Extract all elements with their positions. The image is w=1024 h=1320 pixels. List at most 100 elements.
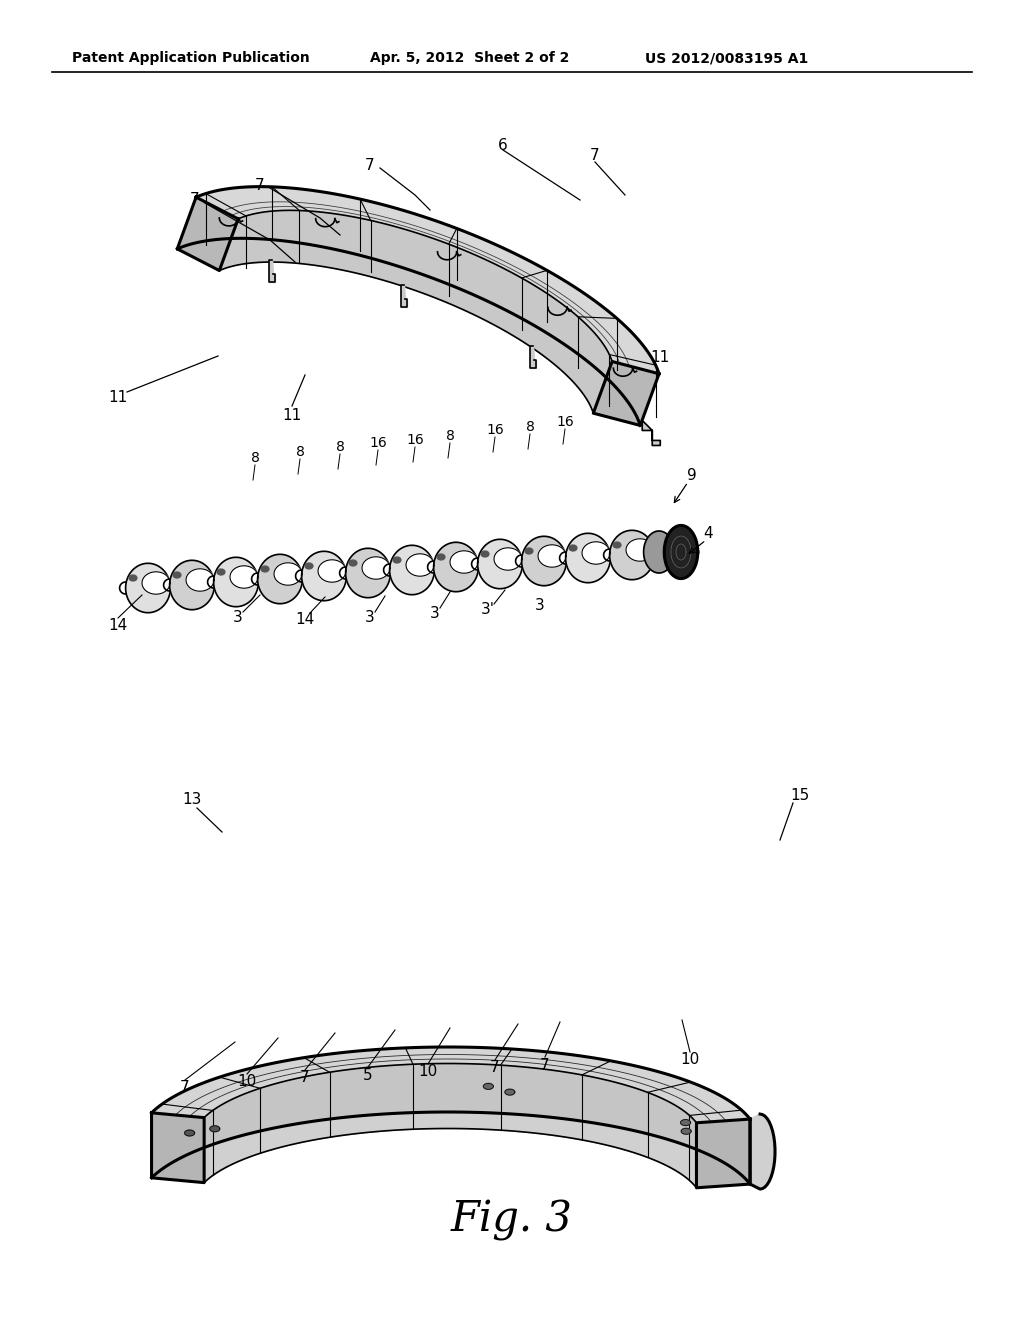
- Text: 5: 5: [364, 1068, 373, 1082]
- Polygon shape: [305, 564, 313, 569]
- Text: 7: 7: [190, 193, 200, 207]
- Polygon shape: [681, 1129, 691, 1134]
- Polygon shape: [389, 545, 434, 595]
- Polygon shape: [505, 1089, 515, 1096]
- Text: 3: 3: [233, 610, 243, 626]
- Polygon shape: [613, 543, 621, 548]
- Polygon shape: [219, 210, 612, 413]
- Text: 3: 3: [366, 610, 375, 626]
- Polygon shape: [696, 1119, 750, 1188]
- Polygon shape: [177, 197, 239, 271]
- Text: 3': 3': [481, 602, 495, 618]
- Text: 16: 16: [556, 414, 573, 429]
- Polygon shape: [177, 186, 659, 425]
- Text: 10: 10: [680, 1052, 699, 1068]
- Polygon shape: [538, 545, 566, 568]
- Polygon shape: [204, 1064, 696, 1188]
- Text: 10: 10: [238, 1074, 257, 1089]
- Polygon shape: [626, 539, 654, 561]
- Polygon shape: [477, 540, 522, 589]
- Text: 7: 7: [255, 177, 265, 193]
- Text: 7: 7: [366, 157, 375, 173]
- Text: 11: 11: [650, 351, 670, 366]
- Polygon shape: [401, 285, 408, 306]
- Polygon shape: [217, 569, 225, 576]
- Polygon shape: [362, 557, 390, 579]
- Polygon shape: [258, 554, 302, 603]
- Polygon shape: [525, 548, 534, 554]
- Polygon shape: [170, 560, 214, 610]
- Polygon shape: [184, 1130, 195, 1137]
- Text: 16: 16: [486, 422, 504, 437]
- Polygon shape: [346, 548, 390, 598]
- Text: 7: 7: [180, 1081, 189, 1096]
- Polygon shape: [569, 545, 577, 550]
- Polygon shape: [393, 557, 401, 562]
- Polygon shape: [642, 421, 660, 445]
- Text: 8: 8: [525, 420, 535, 434]
- Text: 15: 15: [791, 788, 810, 804]
- Polygon shape: [126, 564, 170, 612]
- Polygon shape: [173, 572, 181, 578]
- Text: 8: 8: [336, 440, 344, 454]
- Text: 14: 14: [295, 612, 314, 627]
- Polygon shape: [437, 554, 445, 560]
- Polygon shape: [152, 1047, 750, 1184]
- Polygon shape: [450, 550, 478, 573]
- Text: 16: 16: [369, 436, 387, 450]
- Polygon shape: [129, 576, 137, 581]
- Polygon shape: [196, 186, 659, 374]
- Text: 11: 11: [109, 391, 128, 405]
- Polygon shape: [302, 552, 346, 601]
- Text: 7: 7: [590, 148, 600, 162]
- Polygon shape: [521, 536, 566, 586]
- Polygon shape: [665, 525, 697, 578]
- Polygon shape: [582, 541, 610, 564]
- Polygon shape: [230, 566, 258, 589]
- Text: US 2012/0083195 A1: US 2012/0083195 A1: [645, 51, 808, 65]
- Polygon shape: [494, 548, 522, 570]
- Polygon shape: [210, 1126, 220, 1131]
- Text: 7: 7: [300, 1071, 310, 1085]
- Polygon shape: [609, 531, 654, 579]
- Polygon shape: [186, 569, 214, 591]
- Text: 8: 8: [251, 451, 259, 465]
- Polygon shape: [268, 260, 274, 281]
- Polygon shape: [407, 554, 434, 577]
- Polygon shape: [152, 1047, 750, 1123]
- Polygon shape: [644, 531, 675, 573]
- Polygon shape: [483, 1084, 494, 1089]
- Polygon shape: [318, 560, 346, 582]
- Text: 4: 4: [703, 525, 713, 540]
- Polygon shape: [214, 557, 258, 607]
- Text: 16: 16: [407, 433, 424, 447]
- Text: Apr. 5, 2012  Sheet 2 of 2: Apr. 5, 2012 Sheet 2 of 2: [370, 51, 569, 65]
- Text: 6: 6: [498, 137, 508, 153]
- Polygon shape: [530, 346, 537, 368]
- Text: 10: 10: [419, 1064, 437, 1080]
- Polygon shape: [433, 543, 478, 591]
- Text: 14: 14: [109, 618, 128, 632]
- Polygon shape: [681, 1119, 690, 1126]
- Polygon shape: [152, 1111, 750, 1188]
- Text: 7: 7: [490, 1060, 500, 1076]
- Polygon shape: [274, 562, 302, 585]
- Polygon shape: [142, 572, 170, 594]
- Text: 3: 3: [536, 598, 545, 614]
- Text: 9: 9: [687, 469, 697, 483]
- Polygon shape: [261, 566, 269, 572]
- Polygon shape: [750, 1114, 775, 1189]
- Polygon shape: [349, 560, 357, 566]
- Polygon shape: [565, 533, 610, 582]
- Text: 13: 13: [182, 792, 202, 808]
- Polygon shape: [481, 550, 489, 557]
- Text: 3: 3: [430, 606, 440, 622]
- Polygon shape: [593, 362, 659, 425]
- Polygon shape: [152, 1113, 204, 1183]
- Text: 8: 8: [296, 445, 304, 459]
- Text: Fig. 3: Fig. 3: [451, 1199, 573, 1241]
- Text: 8: 8: [445, 429, 455, 444]
- Text: 11: 11: [283, 408, 302, 422]
- Text: Patent Application Publication: Patent Application Publication: [72, 51, 309, 65]
- Text: 7: 7: [541, 1057, 550, 1072]
